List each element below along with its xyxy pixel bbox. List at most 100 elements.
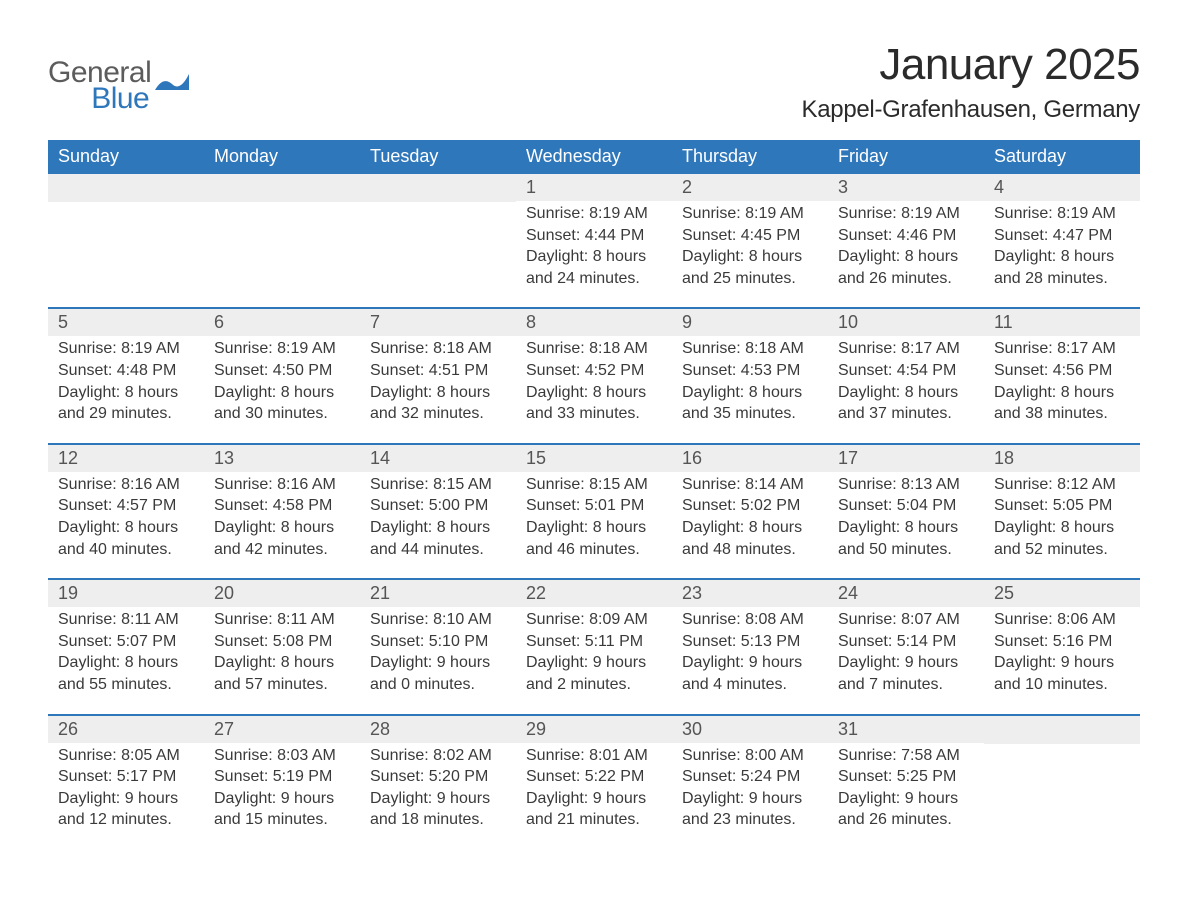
day-sunset: Sunset: 4:53 PM xyxy=(682,360,818,382)
day-body: Sunrise: 7:58 AMSunset: 5:25 PMDaylight:… xyxy=(828,743,984,831)
day-number: 20 xyxy=(204,580,360,607)
day-sunrise: Sunrise: 8:12 AM xyxy=(994,474,1130,496)
day-number: 17 xyxy=(828,445,984,472)
day-daylight1: Daylight: 8 hours xyxy=(994,517,1130,539)
day-number: 6 xyxy=(204,309,360,336)
day-sunset: Sunset: 5:11 PM xyxy=(526,631,662,653)
day-number: 29 xyxy=(516,716,672,743)
day-sunset: Sunset: 5:08 PM xyxy=(214,631,350,653)
day-body: Sunrise: 8:15 AMSunset: 5:00 PMDaylight:… xyxy=(360,472,516,560)
day-sunset: Sunset: 4:54 PM xyxy=(838,360,974,382)
day-body: Sunrise: 8:01 AMSunset: 5:22 PMDaylight:… xyxy=(516,743,672,831)
day-sunset: Sunset: 4:47 PM xyxy=(994,225,1130,247)
day-daylight1: Daylight: 8 hours xyxy=(682,246,818,268)
day-daylight1: Daylight: 8 hours xyxy=(58,382,194,404)
day-header-tuesday: Tuesday xyxy=(360,140,516,174)
day-daylight2: and 32 minutes. xyxy=(370,403,506,425)
day-sunset: Sunset: 4:48 PM xyxy=(58,360,194,382)
day-number: 5 xyxy=(48,309,204,336)
day-cell: 18Sunrise: 8:12 AMSunset: 5:05 PMDayligh… xyxy=(984,445,1140,578)
day-cell xyxy=(204,174,360,307)
day-sunset: Sunset: 4:56 PM xyxy=(994,360,1130,382)
day-daylight2: and 12 minutes. xyxy=(58,809,194,831)
day-daylight1: Daylight: 9 hours xyxy=(58,788,194,810)
day-sunset: Sunset: 5:19 PM xyxy=(214,766,350,788)
day-number: 24 xyxy=(828,580,984,607)
day-cell: 17Sunrise: 8:13 AMSunset: 5:04 PMDayligh… xyxy=(828,445,984,578)
day-daylight1: Daylight: 8 hours xyxy=(370,517,506,539)
day-sunrise: Sunrise: 8:18 AM xyxy=(682,338,818,360)
day-daylight2: and 40 minutes. xyxy=(58,539,194,561)
day-body: Sunrise: 8:00 AMSunset: 5:24 PMDaylight:… xyxy=(672,743,828,831)
day-sunrise: Sunrise: 8:06 AM xyxy=(994,609,1130,631)
day-body: Sunrise: 8:08 AMSunset: 5:13 PMDaylight:… xyxy=(672,607,828,695)
week-row: 5Sunrise: 8:19 AMSunset: 4:48 PMDaylight… xyxy=(48,307,1140,442)
day-number: 11 xyxy=(984,309,1140,336)
day-cell: 24Sunrise: 8:07 AMSunset: 5:14 PMDayligh… xyxy=(828,580,984,713)
day-cell: 25Sunrise: 8:06 AMSunset: 5:16 PMDayligh… xyxy=(984,580,1140,713)
day-body: Sunrise: 8:14 AMSunset: 5:02 PMDaylight:… xyxy=(672,472,828,560)
day-body: Sunrise: 8:18 AMSunset: 4:52 PMDaylight:… xyxy=(516,336,672,424)
calendar-page: General Blue January 2025 Kappel-Grafenh… xyxy=(0,0,1188,897)
day-sunrise: Sunrise: 8:19 AM xyxy=(838,203,974,225)
week-row: 12Sunrise: 8:16 AMSunset: 4:57 PMDayligh… xyxy=(48,443,1140,578)
day-sunrise: Sunrise: 8:18 AM xyxy=(370,338,506,360)
day-number: 10 xyxy=(828,309,984,336)
day-header-friday: Friday xyxy=(828,140,984,174)
day-cell xyxy=(48,174,204,307)
day-cell: 29Sunrise: 8:01 AMSunset: 5:22 PMDayligh… xyxy=(516,716,672,849)
day-sunset: Sunset: 5:02 PM xyxy=(682,495,818,517)
day-sunrise: Sunrise: 7:58 AM xyxy=(838,745,974,767)
day-body: Sunrise: 8:07 AMSunset: 5:14 PMDaylight:… xyxy=(828,607,984,695)
day-daylight1: Daylight: 8 hours xyxy=(370,382,506,404)
day-cell: 30Sunrise: 8:00 AMSunset: 5:24 PMDayligh… xyxy=(672,716,828,849)
day-number: 15 xyxy=(516,445,672,472)
day-body: Sunrise: 8:19 AMSunset: 4:44 PMDaylight:… xyxy=(516,201,672,289)
day-daylight2: and 52 minutes. xyxy=(994,539,1130,561)
empty-day-number xyxy=(204,174,360,202)
day-daylight2: and 4 minutes. xyxy=(682,674,818,696)
wave-icon xyxy=(155,70,189,103)
day-number: 2 xyxy=(672,174,828,201)
day-cell: 14Sunrise: 8:15 AMSunset: 5:00 PMDayligh… xyxy=(360,445,516,578)
day-sunset: Sunset: 5:24 PM xyxy=(682,766,818,788)
day-sunrise: Sunrise: 8:09 AM xyxy=(526,609,662,631)
day-sunrise: Sunrise: 8:17 AM xyxy=(994,338,1130,360)
day-sunset: Sunset: 5:16 PM xyxy=(994,631,1130,653)
day-sunrise: Sunrise: 8:08 AM xyxy=(682,609,818,631)
day-daylight2: and 0 minutes. xyxy=(370,674,506,696)
day-daylight2: and 2 minutes. xyxy=(526,674,662,696)
day-daylight1: Daylight: 8 hours xyxy=(682,517,818,539)
day-daylight1: Daylight: 9 hours xyxy=(682,652,818,674)
day-cell: 21Sunrise: 8:10 AMSunset: 5:10 PMDayligh… xyxy=(360,580,516,713)
day-body: Sunrise: 8:13 AMSunset: 5:04 PMDaylight:… xyxy=(828,472,984,560)
day-cell: 8Sunrise: 8:18 AMSunset: 4:52 PMDaylight… xyxy=(516,309,672,442)
day-number: 16 xyxy=(672,445,828,472)
day-number: 28 xyxy=(360,716,516,743)
day-sunrise: Sunrise: 8:19 AM xyxy=(214,338,350,360)
day-body: Sunrise: 8:11 AMSunset: 5:07 PMDaylight:… xyxy=(48,607,204,695)
day-cell: 27Sunrise: 8:03 AMSunset: 5:19 PMDayligh… xyxy=(204,716,360,849)
day-daylight2: and 26 minutes. xyxy=(838,809,974,831)
day-cell xyxy=(984,716,1140,849)
day-sunrise: Sunrise: 8:02 AM xyxy=(370,745,506,767)
day-sunrise: Sunrise: 8:15 AM xyxy=(370,474,506,496)
day-daylight1: Daylight: 8 hours xyxy=(526,517,662,539)
day-body: Sunrise: 8:11 AMSunset: 5:08 PMDaylight:… xyxy=(204,607,360,695)
day-body: Sunrise: 8:12 AMSunset: 5:05 PMDaylight:… xyxy=(984,472,1140,560)
day-daylight1: Daylight: 8 hours xyxy=(214,382,350,404)
day-daylight1: Daylight: 8 hours xyxy=(682,382,818,404)
day-number: 19 xyxy=(48,580,204,607)
day-daylight2: and 21 minutes. xyxy=(526,809,662,831)
day-body: Sunrise: 8:15 AMSunset: 5:01 PMDaylight:… xyxy=(516,472,672,560)
day-daylight2: and 24 minutes. xyxy=(526,268,662,290)
day-daylight2: and 29 minutes. xyxy=(58,403,194,425)
day-body: Sunrise: 8:16 AMSunset: 4:57 PMDaylight:… xyxy=(48,472,204,560)
day-sunset: Sunset: 4:50 PM xyxy=(214,360,350,382)
day-sunrise: Sunrise: 8:15 AM xyxy=(526,474,662,496)
day-sunset: Sunset: 5:22 PM xyxy=(526,766,662,788)
day-cell: 11Sunrise: 8:17 AMSunset: 4:56 PMDayligh… xyxy=(984,309,1140,442)
day-daylight1: Daylight: 8 hours xyxy=(58,517,194,539)
day-cell: 9Sunrise: 8:18 AMSunset: 4:53 PMDaylight… xyxy=(672,309,828,442)
day-sunset: Sunset: 5:00 PM xyxy=(370,495,506,517)
